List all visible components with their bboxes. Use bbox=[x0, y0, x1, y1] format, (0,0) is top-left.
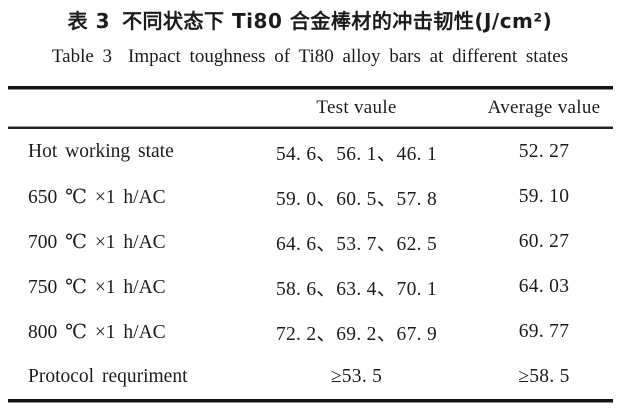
state-cell: 700 ℃ ×1 h/AC bbox=[28, 231, 166, 253]
table-row: 700 ℃ ×1 h/AC 64. 6、53. 7、62. 5 60. 27 bbox=[8, 219, 613, 264]
test-values-cell: 59. 0、60. 5、57. 8 bbox=[275, 189, 438, 210]
average-cell: ≥58. 5 bbox=[518, 365, 570, 387]
table-header-row: Test vaule Average value bbox=[8, 89, 613, 127]
table-label-cn: 表 3 bbox=[67, 9, 111, 33]
state-cell: 750 ℃ ×1 h/AC bbox=[28, 276, 166, 298]
state-cell: 650 ℃ ×1 h/AC bbox=[28, 186, 166, 208]
table-label-en: Table 3 bbox=[51, 46, 113, 67]
table-bottom-rule bbox=[8, 399, 613, 402]
test-values-cell: 64. 6、53. 7、62. 5 bbox=[275, 234, 438, 255]
table-title-cn-text: 不同状态下 Ti80 合金棒材的冲击韧性(J/cm²) bbox=[122, 9, 553, 33]
table-top-rule bbox=[8, 86, 613, 89]
average-cell: 69. 77 bbox=[518, 320, 570, 342]
table-row: 650 ℃ ×1 h/AC 59. 0、60. 5、57. 8 59. 10 bbox=[8, 174, 613, 219]
average-cell: 64. 03 bbox=[518, 275, 570, 297]
table-row: Protocol requriment ≥53. 5 ≥58. 5 bbox=[8, 354, 613, 399]
table-row: 800 ℃ ×1 h/AC 72. 2、69. 2、67. 9 69. 77 bbox=[8, 309, 613, 354]
state-cell: 800 ℃ ×1 h/AC bbox=[28, 321, 166, 343]
state-cell: Hot working state bbox=[28, 140, 174, 162]
table-row: Hot working state 54. 6、56. 1、46. 1 52. … bbox=[8, 129, 613, 174]
average-cell: 60. 27 bbox=[518, 230, 570, 252]
header-divider-rule bbox=[8, 127, 613, 129]
col-header-test-value: Test vaule bbox=[316, 97, 397, 118]
test-values-cell: 54. 6、56. 1、46. 1 bbox=[275, 144, 438, 165]
average-cell: 52. 27 bbox=[518, 140, 570, 162]
state-cell: Protocol requriment bbox=[28, 365, 188, 387]
col-header-average-value: Average value bbox=[487, 97, 601, 118]
impact-toughness-table: Test vaule Average value Hot working sta… bbox=[8, 86, 613, 402]
table-title-en: Table 3 Impact toughness of Ti80 alloy ba… bbox=[0, 44, 620, 70]
table-title-cn: 表 3 不同状态下 Ti80 合金棒材的冲击韧性(J/cm²) bbox=[0, 0, 620, 35]
table-title-en-text: Impact toughness of Ti80 alloy bars at d… bbox=[128, 46, 569, 67]
test-values-cell: ≥53. 5 bbox=[330, 365, 383, 387]
average-cell: 59. 10 bbox=[518, 185, 570, 207]
test-values-cell: 72. 2、69. 2、67. 9 bbox=[275, 324, 438, 345]
table-row: 750 ℃ ×1 h/AC 58. 6、63. 4、70. 1 64. 03 bbox=[8, 264, 613, 309]
test-values-cell: 58. 6、63. 4、70. 1 bbox=[275, 279, 438, 300]
